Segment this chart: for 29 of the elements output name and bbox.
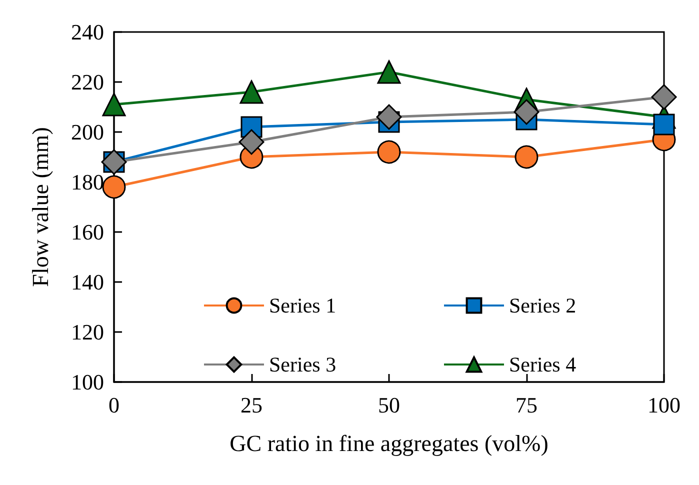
- y-tick-label: 220: [71, 70, 104, 94]
- y-tick-label: 100: [71, 370, 104, 394]
- y-tick-label: 140: [71, 270, 104, 294]
- legend-label: Series 4: [509, 352, 577, 376]
- y-tick-label: 200: [71, 120, 104, 144]
- legend-label: Series 3: [269, 352, 336, 376]
- x-tick-label: 50: [378, 392, 400, 418]
- x-tick-label: 25: [240, 392, 262, 418]
- x-tick-label: 0: [108, 392, 120, 418]
- y-tick-label: 240: [71, 20, 104, 44]
- point: [240, 80, 264, 104]
- x-tick-label: 75: [516, 392, 538, 418]
- y-tick-label: 120: [71, 320, 104, 344]
- legend-label: Series 1: [269, 294, 336, 318]
- point: [514, 99, 540, 125]
- point: [377, 60, 401, 84]
- point: [102, 175, 126, 199]
- point: [651, 84, 677, 110]
- y-tick-label: 180: [71, 170, 104, 194]
- point: [377, 140, 401, 164]
- point: [514, 145, 538, 169]
- point: [102, 92, 126, 116]
- point: [376, 104, 402, 130]
- x-tick-label: 100: [648, 392, 680, 418]
- x-axis-title: GC ratio in fine aggregates (vol%): [230, 431, 548, 456]
- legend-label: Series 2: [509, 294, 576, 318]
- y-axis-title: Flow value (mm): [28, 127, 53, 287]
- y-tick-label: 160: [71, 220, 104, 244]
- point: [238, 129, 264, 155]
